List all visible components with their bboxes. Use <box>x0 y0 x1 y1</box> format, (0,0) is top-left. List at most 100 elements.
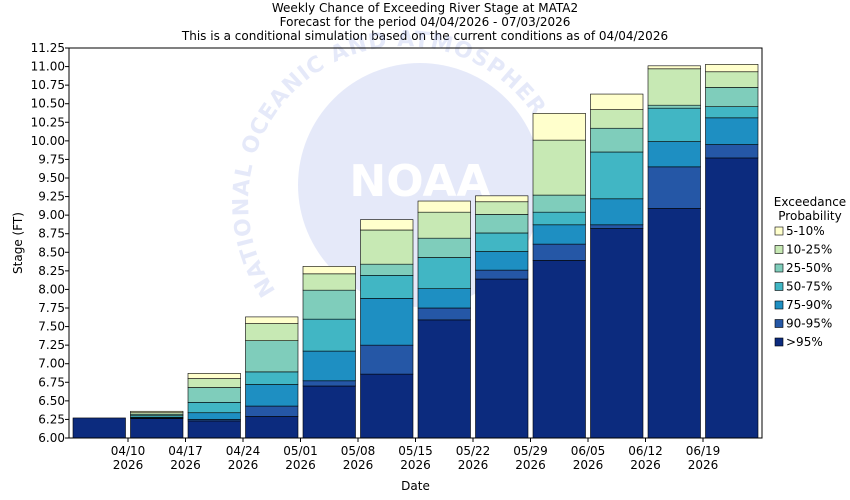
y-axis-label: Stage (FT) <box>11 212 25 274</box>
legend-label: 90-95% <box>786 317 832 331</box>
bar-segment <box>647 208 701 439</box>
bar-segment <box>705 64 759 73</box>
chart-title: Weekly Chance of Exceeding River Stage a… <box>271 1 579 15</box>
bar-segment <box>302 289 356 320</box>
bar-segment <box>302 318 356 352</box>
watermark-logo-text: NOAA <box>349 156 490 207</box>
x-tick-label-year: 2026 <box>228 458 259 472</box>
legend-label: 5-10% <box>786 224 825 238</box>
bar-segment <box>475 201 529 215</box>
legend-label: 10-25% <box>786 243 832 257</box>
legend-swatch <box>774 337 784 347</box>
bar-stack-8 <box>532 113 586 439</box>
y-tick-label: 7.00 <box>38 357 65 371</box>
x-tick-label-year: 2026 <box>573 458 604 472</box>
bar-segment <box>360 219 414 231</box>
bar-segment <box>590 198 644 226</box>
legend-label: 50-75% <box>786 280 832 294</box>
bar-stack-4 <box>302 266 356 439</box>
x-tick-label-date: 04/10 <box>111 444 146 458</box>
bar-segment <box>532 139 586 196</box>
y-tick-label: 6.50 <box>38 394 65 408</box>
bar-segment <box>302 350 356 382</box>
bar-segment <box>647 166 701 209</box>
bar-segment <box>360 373 414 439</box>
y-tick-label: 11.00 <box>31 60 65 74</box>
y-tick-label: 8.25 <box>38 264 65 278</box>
legend-swatch <box>774 245 784 254</box>
legend-swatch <box>774 319 784 328</box>
bar-segment <box>590 151 644 200</box>
y-tick-label: 9.50 <box>38 171 65 185</box>
bar-segment <box>475 232 529 252</box>
bar-stack-0 <box>72 417 126 439</box>
bar-segment <box>187 378 241 388</box>
legend-label: >95% <box>786 335 823 349</box>
bar-segment <box>417 200 471 213</box>
bar-segment <box>187 412 241 420</box>
x-tick-label-date: 06/05 <box>571 444 606 458</box>
x-tick-label-year: 2026 <box>630 458 661 472</box>
y-tick-label: 9.75 <box>38 152 65 166</box>
bar-segment <box>245 371 299 385</box>
legend-label: 75-90% <box>786 298 832 312</box>
bar-segment <box>647 68 701 106</box>
bar-segment <box>72 417 126 439</box>
bar-segment <box>475 195 529 203</box>
bar-stack-2 <box>187 373 241 439</box>
bar-segment <box>590 93 644 110</box>
x-tick-label-date: 06/19 <box>686 444 721 458</box>
y-tick-label: 6.75 <box>38 375 65 389</box>
bar-segment <box>532 224 586 245</box>
bar-segment <box>245 323 299 341</box>
bar-segment <box>475 251 529 271</box>
bar-segment <box>417 288 471 309</box>
y-tick-label: 7.50 <box>38 320 65 334</box>
bar-segment <box>302 266 356 275</box>
x-tick-label-year: 2026 <box>688 458 719 472</box>
legend-swatch <box>774 226 784 236</box>
bar-segment <box>245 384 299 407</box>
bar-segment <box>590 109 644 129</box>
x-tick-label-date: 04/24 <box>226 444 261 458</box>
chart-subtitle: Forecast for the period 04/04/2026 - 07/… <box>279 15 571 29</box>
x-tick-label-year: 2026 <box>400 458 431 472</box>
bar-segment <box>130 410 184 414</box>
y-tick-label: 10.00 <box>31 134 65 148</box>
legend-title: Probability <box>778 209 841 223</box>
y-tick-label: 8.75 <box>38 227 65 241</box>
bar-segment <box>187 402 241 414</box>
bar-stack-10 <box>647 65 701 439</box>
bar-segment <box>647 107 701 142</box>
x-tick-label-date: 05/22 <box>456 444 491 458</box>
bar-stack-6 <box>417 200 471 439</box>
legend-swatch <box>774 282 784 291</box>
bar-segment <box>705 144 759 159</box>
bar-segment <box>417 319 471 439</box>
bar-segment <box>302 385 356 439</box>
bar-segment <box>705 87 759 107</box>
bar-stack-5 <box>360 219 414 439</box>
bar-segment <box>475 214 529 234</box>
legend-swatch <box>774 263 784 273</box>
x-tick-label-year: 2026 <box>113 458 144 472</box>
bar-segment <box>245 405 299 417</box>
bar-segment <box>647 104 701 109</box>
legend-title: Exceedance <box>774 195 846 209</box>
x-tick-label-year: 2026 <box>458 458 489 472</box>
bar-stack-11 <box>705 64 759 439</box>
chart-subtitle-2: This is a conditional simulation based o… <box>181 29 669 43</box>
bar-segment <box>417 237 471 258</box>
bar-segment <box>417 211 471 239</box>
bar-segment <box>705 106 759 119</box>
bar-segment <box>532 260 586 439</box>
x-tick-label-date: 05/29 <box>513 444 548 458</box>
bar-segment <box>532 194 586 213</box>
y-tick-label: 7.25 <box>38 338 65 352</box>
legend-swatch <box>774 300 784 310</box>
bar-segment <box>705 71 759 88</box>
bar-segment <box>417 257 471 289</box>
bar-segment <box>245 416 299 439</box>
bar-segment <box>245 316 299 324</box>
